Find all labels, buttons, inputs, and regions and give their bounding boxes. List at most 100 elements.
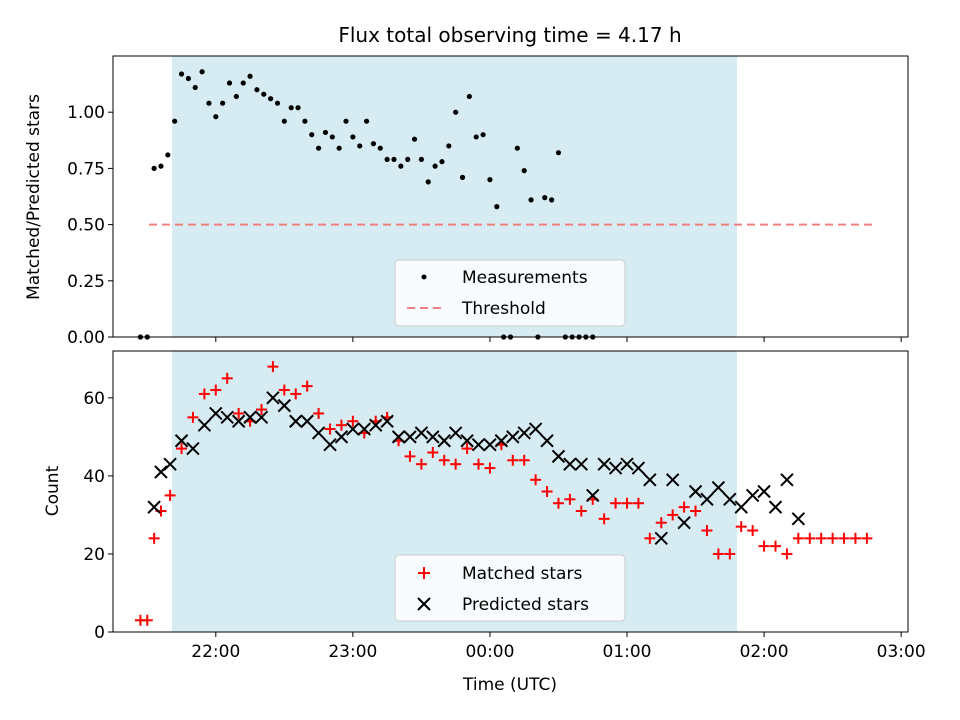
matched-star-point: [507, 454, 519, 466]
matched-star-point: [176, 443, 188, 455]
predicted-star-point: [231, 414, 246, 428]
measurement-point: [178, 71, 185, 77]
measurement-point: [151, 165, 157, 171]
measurement-point: [398, 163, 404, 169]
measurement-point: [411, 136, 418, 142]
predicted-star-point: [563, 457, 577, 471]
measurement-point: [473, 134, 479, 140]
measurement-point: [542, 195, 548, 201]
measurement-point: [439, 159, 445, 165]
measurement-point: [322, 129, 329, 136]
matched-star-point: [461, 443, 473, 455]
bottom-x-axis-label: Time (UTC): [462, 675, 557, 695]
matched-star-point: [781, 548, 793, 560]
predicted-star-point: [448, 426, 463, 440]
measurement-point: [281, 118, 287, 124]
predicted-star-point: [323, 437, 337, 452]
predicted-star-point: [357, 422, 372, 436]
matched-star-point: [849, 532, 861, 544]
matched-star-point: [667, 509, 679, 521]
matched-star-point: [530, 474, 542, 486]
measurement-point: [487, 177, 493, 183]
measurement-point: [432, 163, 438, 169]
matched-star-point: [598, 513, 610, 525]
bottom-y-tick-label: 0: [94, 623, 105, 643]
legend-measurements-marker: [421, 274, 427, 280]
matched-star-point: [770, 540, 781, 552]
predicted-star-point: [300, 414, 314, 428]
measurement-point: [528, 197, 534, 203]
predicted-star-point: [757, 484, 771, 499]
top-y-tick-label: 0.75: [67, 159, 105, 179]
top-markers: [137, 69, 596, 340]
measurement-point: [521, 168, 527, 174]
measurement-point: [480, 132, 486, 138]
measurement-point: [247, 73, 253, 79]
measurement-point: [254, 87, 260, 93]
top-legend: Measurements Threshold: [394, 259, 626, 327]
matched-star-point: [690, 505, 702, 517]
predicted-star-point: [631, 461, 646, 475]
matched-star-point: [141, 614, 153, 626]
predicted-star-point: [254, 410, 269, 425]
matched-star-point: [438, 454, 450, 466]
measurement-point: [158, 163, 164, 169]
predicted-star-point: [437, 434, 451, 448]
predicted-star-point: [665, 473, 680, 487]
matched-star-point: [198, 388, 210, 400]
measurement-point: [185, 75, 191, 82]
bottom-x-tick-label: 23:00: [328, 642, 377, 662]
predicted-star-point: [528, 422, 543, 436]
bottom-x-tick-label: 01:00: [603, 642, 652, 662]
legend-matched-marker: [418, 567, 430, 579]
measurement-point: [343, 118, 349, 124]
bottom-x-tick-label: 22:00: [191, 642, 240, 662]
top-y-tick-label: 0.25: [67, 272, 105, 292]
measurement-point: [377, 145, 383, 151]
measurement-point: [357, 143, 363, 149]
predicted-star-point: [620, 457, 634, 471]
predicted-star-point: [483, 437, 497, 452]
predicted-star-point: [426, 430, 440, 444]
predicted-star-point: [220, 410, 234, 425]
matched-star-point: [473, 458, 485, 470]
predicted-star-point: [346, 422, 360, 436]
matched-star-point: [267, 361, 279, 373]
matched-star-point: [678, 501, 690, 513]
bottom-legend-box: [394, 554, 626, 622]
measurement-point: [370, 141, 377, 147]
matched-star-point: [335, 419, 347, 431]
matched-star-point: [427, 446, 439, 458]
legend-measurements-label: Measurements: [462, 268, 588, 288]
measurement-point: [316, 145, 322, 151]
matched-star-point: [838, 532, 850, 544]
measurement-point: [329, 134, 335, 140]
matched-star-point: [632, 497, 644, 509]
matched-star-point: [792, 532, 804, 544]
matched-star-point: [655, 517, 667, 529]
predicted-star-point: [551, 449, 566, 464]
matched-star-point: [644, 532, 656, 544]
predicted-star-point: [734, 500, 748, 514]
matched-star-point: [621, 497, 633, 509]
measurement-point: [288, 105, 294, 111]
legend-predicted-label: Predicted stars: [462, 595, 589, 615]
measurement-point: [453, 109, 459, 115]
predicted-star-point: [494, 434, 509, 448]
matched-star-point: [347, 415, 359, 427]
measurement-point: [391, 156, 397, 163]
top-y-axis-label: Matched/Predicted stars: [24, 94, 44, 300]
predicted-star-point: [186, 441, 200, 456]
matched-star-point: [484, 462, 496, 474]
measurement-point: [549, 197, 555, 203]
top-y-tick-label: 0.50: [67, 216, 105, 236]
predicted-star-point: [540, 434, 554, 448]
matched-star-point: [148, 532, 160, 544]
matched-star-point: [301, 380, 313, 392]
bottom-x-tick-label: 03:00: [877, 642, 926, 662]
measurement-point: [172, 118, 178, 124]
measurement-point: [425, 179, 431, 185]
measurement-point: [199, 69, 205, 75]
predicted-star-point: [243, 410, 257, 425]
